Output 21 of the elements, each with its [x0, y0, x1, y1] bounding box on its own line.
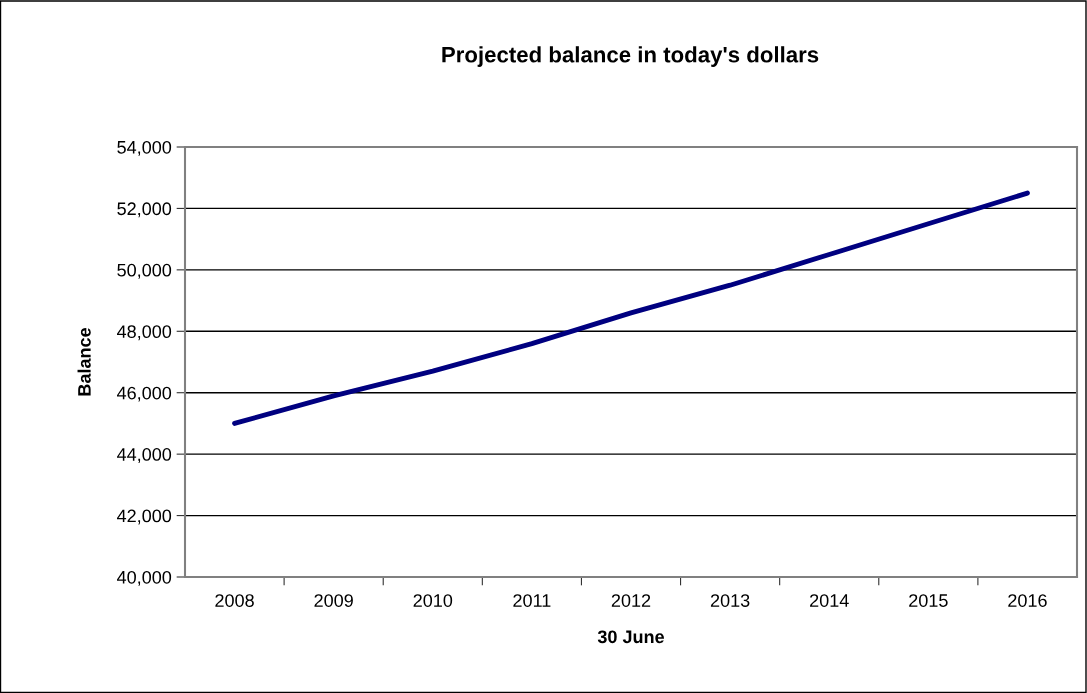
y-tick-label: 40,000	[117, 570, 172, 586]
x-tick-label: 2015	[909, 594, 948, 607]
y-tick-label: 44,000	[117, 448, 172, 463]
x-tick-label: 2012	[611, 594, 651, 607]
x-tick-label: 2016	[1008, 594, 1047, 607]
y-tick-label: 48,000	[117, 325, 172, 341]
y-tick-label: 50,000	[117, 263, 172, 279]
y-axis-title: Balance	[77, 327, 91, 396]
x-tick-label: 2014	[810, 594, 849, 607]
y-tick-label: 42,000	[117, 509, 172, 525]
y-tick-label: 52,000	[117, 202, 172, 218]
x-tick-label: 2008	[215, 594, 254, 607]
x-tick-label: 2010	[413, 594, 453, 607]
line-series	[232, 190, 1030, 426]
x-tick-label: 2011	[513, 594, 551, 607]
y-tick-label: 54,000	[117, 140, 172, 156]
y-tick-label: 46,000	[117, 386, 172, 402]
x-tick-label: 2013	[710, 594, 750, 607]
chart-title: Projected balance in today's dollars	[442, 46, 819, 67]
x-tick-label: 2009	[314, 594, 353, 607]
x-axis-title: 30 June	[597, 630, 665, 644]
